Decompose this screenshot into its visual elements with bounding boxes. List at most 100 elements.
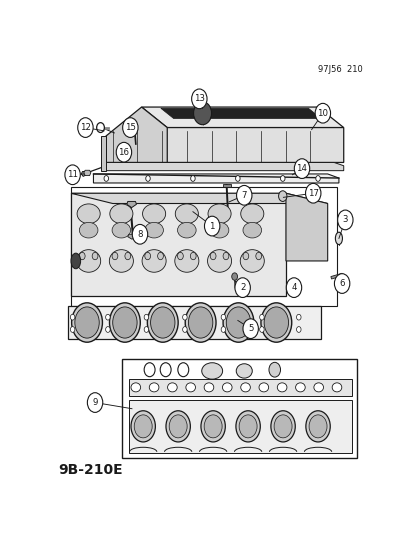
Circle shape (268, 362, 280, 377)
Ellipse shape (131, 383, 140, 392)
Ellipse shape (185, 383, 195, 392)
Circle shape (309, 415, 326, 438)
Polygon shape (101, 136, 106, 171)
Circle shape (70, 314, 75, 320)
Ellipse shape (79, 222, 98, 238)
Polygon shape (161, 108, 320, 118)
Ellipse shape (240, 383, 250, 392)
Ellipse shape (295, 383, 304, 392)
Circle shape (121, 149, 128, 158)
Circle shape (314, 103, 330, 123)
Circle shape (337, 210, 352, 230)
Text: 5: 5 (247, 324, 253, 333)
Polygon shape (288, 281, 292, 290)
Ellipse shape (255, 252, 261, 260)
Ellipse shape (335, 232, 342, 245)
Ellipse shape (204, 383, 213, 392)
Ellipse shape (142, 204, 165, 224)
Circle shape (144, 314, 148, 320)
Ellipse shape (177, 222, 196, 238)
Circle shape (150, 307, 175, 338)
Ellipse shape (313, 383, 323, 392)
Ellipse shape (109, 204, 133, 224)
Circle shape (296, 327, 300, 333)
Circle shape (75, 307, 99, 338)
Ellipse shape (240, 204, 263, 224)
Ellipse shape (242, 252, 248, 260)
Circle shape (294, 159, 309, 179)
Text: 8: 8 (137, 230, 142, 239)
Circle shape (116, 142, 131, 162)
Text: 12: 12 (80, 123, 91, 132)
Polygon shape (71, 187, 337, 306)
Circle shape (296, 314, 300, 320)
Circle shape (221, 314, 225, 320)
Ellipse shape (331, 383, 341, 392)
Ellipse shape (242, 222, 261, 238)
Circle shape (260, 303, 291, 342)
Circle shape (278, 191, 286, 201)
Circle shape (305, 411, 330, 442)
Polygon shape (106, 127, 343, 163)
Text: 15: 15 (125, 123, 135, 132)
Polygon shape (223, 184, 230, 187)
Ellipse shape (207, 204, 230, 224)
Circle shape (105, 314, 110, 320)
Circle shape (193, 102, 211, 125)
Text: 3: 3 (342, 215, 347, 224)
Text: 14: 14 (296, 164, 307, 173)
Circle shape (65, 165, 80, 184)
Ellipse shape (125, 252, 131, 260)
Circle shape (169, 415, 187, 438)
Text: 2: 2 (239, 283, 245, 292)
Ellipse shape (236, 364, 252, 378)
Text: 6: 6 (339, 279, 344, 288)
Ellipse shape (222, 383, 232, 392)
Text: 16: 16 (118, 148, 129, 157)
Polygon shape (126, 201, 136, 207)
Ellipse shape (145, 222, 163, 238)
Circle shape (131, 411, 155, 442)
Circle shape (280, 175, 284, 181)
Ellipse shape (190, 252, 196, 260)
Circle shape (239, 415, 256, 438)
Polygon shape (285, 193, 327, 261)
Ellipse shape (201, 363, 222, 379)
Polygon shape (128, 235, 136, 239)
Text: 7: 7 (241, 191, 247, 200)
Circle shape (122, 118, 138, 138)
Text: 4: 4 (290, 283, 296, 292)
Text: 17: 17 (307, 189, 318, 198)
Ellipse shape (177, 252, 183, 260)
Circle shape (78, 118, 93, 138)
Circle shape (226, 307, 250, 338)
Circle shape (105, 327, 110, 333)
Ellipse shape (145, 252, 150, 260)
Circle shape (273, 415, 291, 438)
Ellipse shape (175, 204, 198, 224)
Polygon shape (330, 273, 342, 279)
Circle shape (185, 303, 216, 342)
Polygon shape (131, 127, 138, 130)
Ellipse shape (174, 249, 198, 272)
Circle shape (235, 411, 260, 442)
Ellipse shape (210, 252, 216, 260)
Ellipse shape (157, 252, 163, 260)
Ellipse shape (149, 383, 159, 392)
Circle shape (235, 278, 250, 297)
Circle shape (334, 273, 349, 293)
Circle shape (71, 303, 102, 342)
Circle shape (236, 185, 252, 205)
Polygon shape (71, 193, 327, 204)
Circle shape (112, 307, 137, 338)
Circle shape (305, 183, 320, 203)
Text: 11: 11 (67, 170, 78, 179)
Polygon shape (101, 163, 343, 171)
Polygon shape (71, 193, 285, 296)
Text: 9: 9 (92, 398, 97, 407)
Circle shape (87, 393, 102, 413)
Ellipse shape (112, 252, 118, 260)
Circle shape (188, 307, 212, 338)
Polygon shape (122, 359, 356, 458)
Ellipse shape (76, 249, 100, 272)
